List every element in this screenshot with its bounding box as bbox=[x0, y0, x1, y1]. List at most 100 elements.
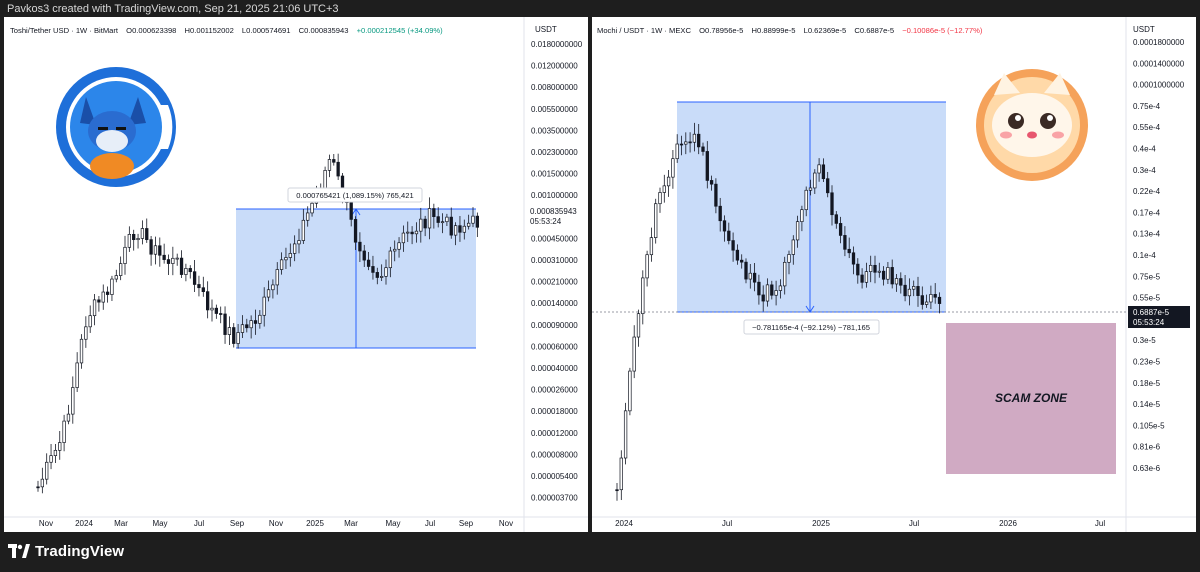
candle-up bbox=[774, 290, 778, 296]
candle-up bbox=[795, 221, 800, 241]
scam-zone-box bbox=[946, 323, 1116, 474]
time-tick-label: 2025 bbox=[812, 519, 830, 528]
candle-up bbox=[619, 457, 623, 491]
candle-up bbox=[671, 158, 675, 178]
candle-up bbox=[140, 228, 145, 239]
candle-up bbox=[136, 238, 140, 241]
toshi-chart-canvas[interactable]: USDT 0.000765421 (1,089.15%) 765,421 0.0… bbox=[4, 17, 588, 532]
candle-down bbox=[332, 159, 336, 163]
measure-range[interactable] bbox=[677, 101, 946, 313]
candle-up bbox=[88, 315, 92, 328]
candle-up bbox=[84, 326, 88, 340]
candle-up bbox=[462, 225, 466, 233]
ohlc-high: H0.88999e-5 bbox=[751, 26, 796, 35]
price-tick-label: 0.0001000000 bbox=[1133, 81, 1185, 90]
time-tick-label: May bbox=[385, 519, 400, 528]
price-tick-label: 0.3e-4 bbox=[1133, 166, 1156, 175]
candle-down bbox=[838, 223, 843, 236]
candle-down bbox=[826, 178, 830, 194]
candle-up bbox=[467, 222, 471, 227]
symbol-info: Mochi / USDT · 1W · MEXC bbox=[597, 26, 691, 35]
candle-down bbox=[201, 287, 205, 293]
candle-up bbox=[666, 176, 671, 187]
time-ticks: 2024 Jul 2025 Jul 2026 Jul bbox=[615, 519, 1105, 528]
price-tick-label: 0.63e-6 bbox=[1133, 464, 1161, 473]
time-tick-label: Nov bbox=[39, 519, 53, 528]
candle-up bbox=[929, 294, 933, 303]
candle-up bbox=[175, 257, 179, 260]
symbol-info: Toshi/Tether USD · 1W · BitMart bbox=[10, 26, 119, 35]
price-tick-label: 0.105e-5 bbox=[1133, 421, 1165, 430]
last-price-label: 0.6887e-5 bbox=[1133, 308, 1170, 317]
candle-up bbox=[62, 420, 66, 443]
candle-up bbox=[236, 332, 240, 344]
candle-down bbox=[371, 266, 375, 273]
candle-down bbox=[705, 151, 709, 181]
candle-up bbox=[127, 233, 132, 248]
candle-down bbox=[436, 216, 440, 223]
candle-down bbox=[735, 249, 740, 261]
price-tick-label: 0.000026000 bbox=[531, 386, 578, 395]
range-box bbox=[677, 102, 946, 312]
candle-up bbox=[240, 324, 245, 333]
candle-up bbox=[912, 286, 916, 290]
tradingview-brand[interactable]: TradingView bbox=[8, 541, 124, 561]
candle-up bbox=[628, 370, 632, 412]
candle-up bbox=[110, 278, 114, 295]
candle-up bbox=[92, 299, 97, 317]
time-ticks: Nov 2024 Mar May Jul Sep Nov 2025 Mar May Jul Sep No… bbox=[39, 519, 513, 528]
measure-label-box bbox=[287, 187, 423, 203]
candle-up bbox=[114, 275, 118, 280]
candle-up bbox=[808, 187, 813, 191]
candle-down bbox=[856, 263, 860, 276]
candles bbox=[36, 153, 479, 494]
toshi-fox-logo bbox=[56, 67, 176, 187]
candle-down bbox=[731, 240, 735, 251]
candle-up bbox=[632, 336, 636, 372]
candle-down bbox=[890, 267, 894, 285]
candle-up bbox=[384, 267, 388, 277]
candle-up bbox=[692, 133, 697, 143]
candle-down bbox=[97, 299, 101, 303]
candle-up bbox=[266, 289, 271, 298]
time-tick-label: Jul bbox=[194, 519, 204, 528]
time-tick-label: Nov bbox=[269, 519, 283, 528]
toshi-chart-panel[interactable]: USDT 0.000765421 (1,089.15%) 765,421 0.0… bbox=[4, 17, 588, 532]
candle-up bbox=[813, 172, 817, 189]
currency-label: USDT bbox=[1133, 25, 1155, 34]
candle-down bbox=[158, 245, 162, 256]
candle-down bbox=[933, 294, 937, 298]
last-price-box bbox=[526, 205, 586, 227]
candle-down bbox=[697, 133, 701, 148]
measure-label: −0.781165e-4 (−92.12%) −781,165 bbox=[743, 319, 880, 335]
candle-up bbox=[907, 288, 912, 297]
price-tick-label: 0.000140000 bbox=[531, 299, 578, 308]
time-tick-label: Jul bbox=[722, 519, 732, 528]
countdown-label: 05:53:24 bbox=[530, 217, 562, 226]
price-tick-label: 0.000005400 bbox=[531, 472, 578, 481]
mochi-chart-canvas[interactable]: USDT SCAM ZONE −0.781165e-4 (−92.12%) −7… bbox=[592, 17, 1196, 532]
candle-down bbox=[920, 295, 924, 305]
candle-down bbox=[475, 215, 479, 228]
candle-down bbox=[757, 281, 761, 296]
candle-up bbox=[293, 243, 297, 254]
candle-down bbox=[701, 146, 705, 152]
candle-down bbox=[192, 271, 197, 285]
price-tick-label: 0.22e-4 bbox=[1133, 187, 1161, 196]
candle-down bbox=[410, 231, 414, 235]
candle-up bbox=[675, 143, 679, 160]
candle-up bbox=[227, 327, 232, 335]
candle-down bbox=[843, 235, 847, 250]
candle-down bbox=[718, 205, 722, 222]
candle-up bbox=[323, 170, 327, 189]
candle-down bbox=[752, 272, 757, 283]
mochi-chart-panel[interactable]: USDT SCAM ZONE −0.781165e-4 (−92.12%) −7… bbox=[592, 17, 1196, 532]
candle-up bbox=[258, 314, 262, 324]
price-tick-label: 0.002300000 bbox=[531, 148, 578, 157]
candle-up bbox=[45, 461, 49, 480]
candle-up bbox=[79, 338, 84, 364]
candle-up bbox=[445, 216, 449, 223]
candle-down bbox=[214, 307, 219, 314]
candle-up bbox=[440, 221, 445, 224]
candle-up bbox=[894, 278, 899, 285]
